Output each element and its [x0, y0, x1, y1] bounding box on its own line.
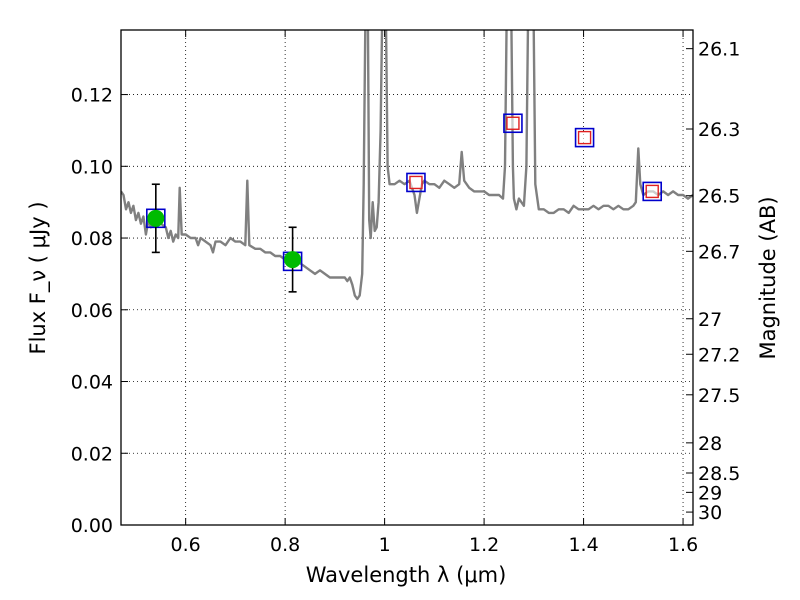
- x-axis-label: Wavelength λ (μm): [306, 563, 507, 587]
- y-axis-right-label: Magnitude (AB): [756, 196, 780, 359]
- mag-tick-label: 26.1: [698, 39, 740, 61]
- upper-limit-point: [577, 130, 592, 145]
- x-tick-label: 1.2: [469, 534, 499, 556]
- y-tick-label: 0.00: [71, 515, 113, 537]
- upper-limit-point: [506, 116, 520, 130]
- mag-tick-label: 30: [698, 502, 722, 524]
- model-photometry-point: [642, 181, 663, 202]
- mag-tick-label: 26.5: [698, 186, 740, 208]
- mag-tick-label: 29: [698, 482, 722, 504]
- mag-tick-label: 26.7: [698, 241, 740, 263]
- x-tick-label: 1.4: [568, 534, 598, 556]
- mag-tick-label: 27.5: [698, 385, 740, 407]
- y-tick-label: 0.08: [71, 228, 113, 250]
- upper-limit-point: [409, 175, 423, 190]
- mag-tick-label: 26.3: [698, 119, 740, 141]
- detection-point: [147, 209, 165, 227]
- mag-tick-label: 28.5: [698, 463, 740, 485]
- y-tick-label: 0.06: [71, 300, 113, 322]
- y-tick-label: 0.04: [71, 372, 113, 394]
- x-tick-label: 1.6: [668, 534, 698, 556]
- error-bars: [147, 183, 302, 293]
- detection-point: [284, 251, 302, 269]
- mag-tick-label: 27.2: [698, 344, 740, 366]
- model-photometry-point: [503, 113, 523, 134]
- y-tick-label: 0.10: [71, 156, 113, 178]
- x-tick-label: 1: [379, 534, 391, 556]
- spectrum-line: [121, 30, 693, 301]
- mag-tick-label: 28: [698, 433, 722, 455]
- y-axis-label: Flux F_ν ( μJy ): [26, 201, 51, 354]
- y-tick-label: 0.02: [71, 443, 113, 465]
- upper-limit-point: [645, 184, 659, 199]
- x-tick-label: 0.6: [171, 534, 201, 556]
- model-photometry-point: [406, 172, 426, 193]
- y-tick-label: 0.12: [71, 85, 113, 107]
- plot-background: [121, 30, 693, 525]
- plot-frame: [120, 29, 694, 526]
- data-layer: [121, 30, 693, 301]
- mag-tick-label: 27: [698, 309, 722, 331]
- model-photometry-point: [574, 127, 595, 148]
- axes: 0.6 0.8 1 1.2 1.4 1.6 0.00 0.02 0.04 0.06 0.08 0.10…: [71, 30, 740, 556]
- x-tick-label: 0.8: [270, 534, 300, 556]
